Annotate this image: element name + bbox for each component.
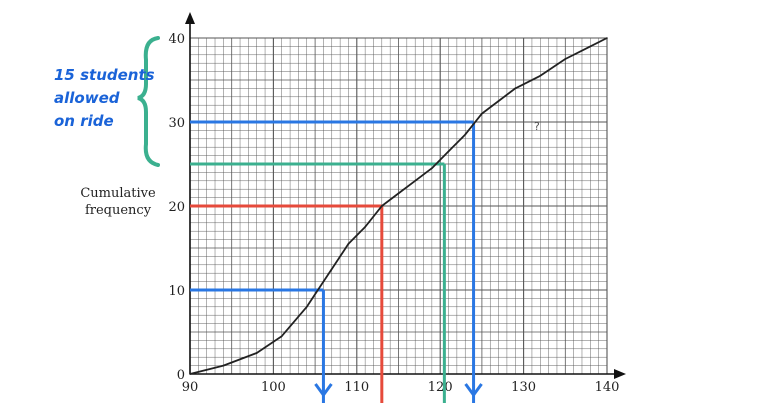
- curve-point: [497, 100, 500, 102]
- curve-point: [330, 268, 333, 270]
- annotation-text: 15 students: [54, 66, 155, 84]
- curve-point: [464, 133, 467, 136]
- reference-arrowhead: [314, 383, 333, 398]
- annotation-text: on ride: [54, 112, 114, 130]
- reference-arrowhead: [464, 383, 483, 398]
- x-tick-label: 140: [595, 380, 620, 395]
- annotation-text: allowed: [54, 89, 120, 107]
- curve-point: [189, 373, 191, 375]
- y-tick-label: 10: [168, 284, 185, 299]
- x-tick-label: 130: [511, 380, 536, 395]
- x-tick-label: 120: [428, 380, 453, 395]
- curve-point: [414, 180, 416, 182]
- curve-point: [255, 352, 258, 354]
- curve-point: [381, 205, 383, 207]
- curve-point: [589, 45, 592, 48]
- x-tick-label: 90: [182, 380, 199, 395]
- curve-point: [564, 58, 567, 60]
- y-tick-label: 0: [177, 368, 185, 383]
- curve-point: [539, 75, 542, 77]
- curve-point: [431, 167, 433, 169]
- annotation-bracket: [137, 36, 160, 167]
- y-tick-label: 40: [168, 32, 185, 47]
- curve-point: [280, 335, 283, 338]
- y-axis-label: Cumulative: [80, 186, 156, 201]
- curve-point: [606, 37, 608, 39]
- x-axis-arrow: [614, 369, 626, 379]
- x-tick-label: 110: [344, 380, 369, 395]
- y-tick-label: 20: [168, 200, 185, 215]
- y-tick-label: 30: [168, 116, 185, 131]
- curve-point: [447, 150, 450, 153]
- curve-point: [347, 243, 350, 245]
- x-tick-label: 100: [261, 380, 286, 395]
- curve-point: [397, 192, 400, 195]
- y-axis-arrow: [185, 12, 195, 24]
- curve-point: [514, 87, 517, 90]
- curve-point: [222, 364, 225, 367]
- curve-point: [481, 112, 483, 115]
- y-axis-label: frequency: [85, 203, 152, 218]
- stray-mark: ?: [534, 120, 540, 133]
- curve-point: [364, 226, 366, 228]
- curve-point: [305, 306, 308, 308]
